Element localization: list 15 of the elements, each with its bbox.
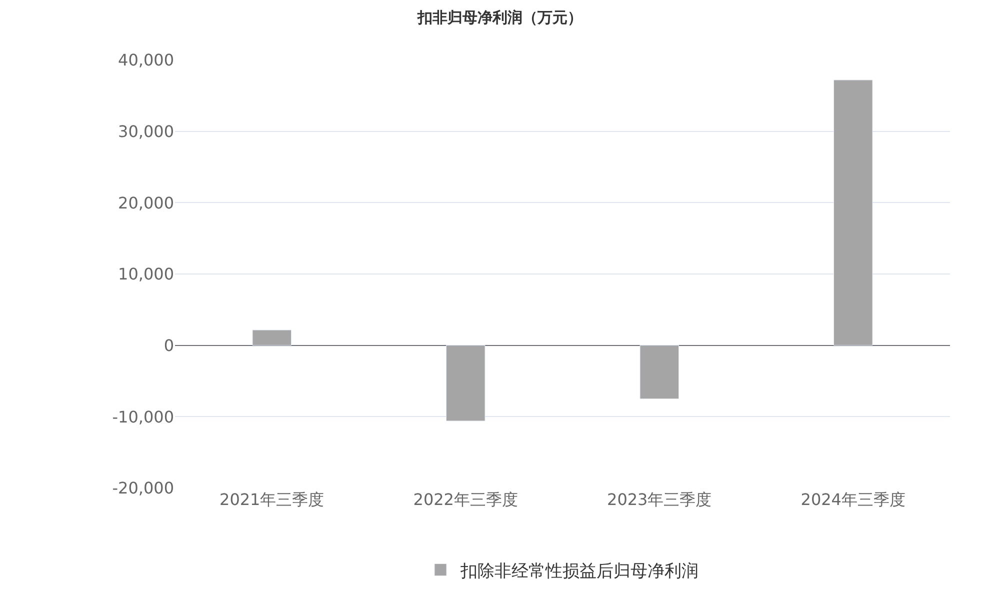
- chart-title: 扣非归母净利润（万元）: [416, 8, 582, 26]
- y-tick-label: -20,000: [112, 478, 174, 498]
- y-tick-label: -10,000: [112, 407, 174, 426]
- y-tick-label: 10,000: [118, 264, 174, 284]
- y-tick-label: 40,000: [118, 50, 174, 70]
- x-tick-label: 2023年三季度: [607, 490, 712, 509]
- y-tick-label: 20,000: [118, 193, 174, 212]
- x-tick-label: 2021年三季度: [220, 490, 324, 509]
- legend-label: 扣除非经常性损益后归母净利润: [460, 561, 698, 582]
- bar: [640, 345, 679, 400]
- y-tick-label: 0: [164, 336, 174, 355]
- x-tick-label: 2024年三季度: [800, 490, 906, 509]
- bar: [252, 330, 292, 346]
- y-tick-label: 30,000: [118, 122, 174, 141]
- x-tick-label: 2022年三季度: [413, 490, 518, 509]
